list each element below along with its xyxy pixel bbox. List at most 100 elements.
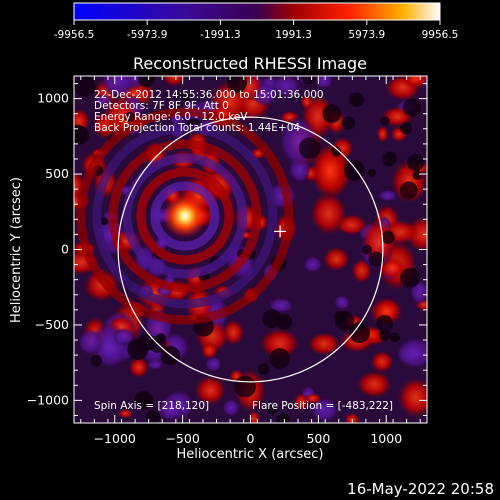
x-tick-label: 0 xyxy=(247,431,255,446)
texture-gap xyxy=(362,244,372,255)
source-ring xyxy=(150,181,220,251)
colorbar-tick-label: -1991.3 xyxy=(200,29,241,41)
texture-blob xyxy=(333,294,350,311)
y-axis-label: Heliocentric Y (arcsec) xyxy=(9,177,24,323)
x-tick-label: −1000 xyxy=(94,431,136,446)
texture-blob xyxy=(395,337,427,370)
y-tick-label: 1000 xyxy=(37,91,69,106)
flare-source xyxy=(162,194,207,239)
texture-blob xyxy=(397,377,427,418)
texture-blob xyxy=(310,192,347,235)
texture-gap xyxy=(378,329,391,341)
texture-gap xyxy=(367,168,377,178)
texture-blob xyxy=(100,76,135,98)
colorbar-ticks: -9956.5 -5973.9 -1991.3 1991.3 5973.9 9956.5 xyxy=(54,20,459,41)
texture-blob xyxy=(293,392,309,412)
texture-blob xyxy=(304,393,322,404)
texture-gap xyxy=(380,116,390,126)
texture-gap xyxy=(349,322,371,344)
texture-gap xyxy=(412,170,423,180)
texture-gap xyxy=(322,104,342,124)
texture-gap xyxy=(341,116,356,130)
texture-gap xyxy=(407,153,425,171)
texture-blob xyxy=(247,410,261,423)
texture-gap xyxy=(269,348,291,369)
info-line-2: Detectors: 7F 8F 9F, Att 0 xyxy=(94,100,229,112)
colorbar xyxy=(73,2,441,21)
texture-blob xyxy=(205,356,223,373)
texture-blob xyxy=(376,125,389,143)
texture-blob xyxy=(222,398,240,417)
texture-blob xyxy=(112,328,135,346)
texture-blob xyxy=(361,218,397,266)
colorbar-tick-label: 5973.9 xyxy=(348,29,385,41)
texture-gap xyxy=(400,267,420,288)
texture-gap xyxy=(331,146,342,157)
texture-blob xyxy=(307,332,341,356)
y-tick-label: −1000 xyxy=(27,392,69,407)
texture-gap xyxy=(262,309,282,329)
texture-gap xyxy=(234,375,256,398)
info-line-3: Energy Range: 6.0 - 12.0 keV xyxy=(94,111,248,123)
texture-blob xyxy=(356,370,392,399)
texture-gap xyxy=(90,354,103,367)
texture-blob xyxy=(300,94,313,110)
info-line-1: 22-Dec-2012 14:55:36.000 to 15:01:36.000 xyxy=(94,89,324,101)
texture-gap xyxy=(381,230,395,244)
texture-gap xyxy=(368,251,384,267)
texture-blob xyxy=(344,412,360,423)
info-line-4: Back Projection Total counts: 1.44E+04 xyxy=(94,122,300,134)
texture-blob xyxy=(157,397,183,422)
texture-gap xyxy=(74,76,96,98)
texture-blob xyxy=(271,76,301,98)
texture-gap xyxy=(376,315,394,332)
texture-gap xyxy=(389,332,400,343)
texture-blob xyxy=(161,76,187,87)
colorbar-tick-label: 1991.3 xyxy=(275,29,312,41)
texture-blob xyxy=(303,256,323,273)
chart-title: Reconstructed RHESSI Image xyxy=(133,54,367,73)
x-axis: −1000 −500 0 500 1000 xyxy=(80,76,421,446)
image-area xyxy=(74,76,427,423)
source-ring xyxy=(136,167,234,265)
x-tick-label: −500 xyxy=(165,431,199,446)
colorbar-tick-label: -5973.9 xyxy=(127,29,168,41)
texture-blob xyxy=(378,189,398,202)
texture-gap xyxy=(399,181,418,200)
spin-axis-label: Spin Axis = [218,120] xyxy=(94,400,209,412)
texture-gap xyxy=(137,76,156,88)
flare-position-label: Flare Position = [-483,222] xyxy=(252,400,393,412)
texture-blob xyxy=(77,328,104,356)
texture-gap xyxy=(276,413,291,423)
texture-gap xyxy=(145,410,161,423)
texture-blob xyxy=(268,297,294,314)
y-tick-label: −500 xyxy=(35,317,69,332)
texture-gap xyxy=(381,151,397,167)
texture-blob xyxy=(322,246,350,272)
texture-blob xyxy=(314,76,334,89)
source-ring xyxy=(108,139,262,293)
source-ring xyxy=(122,153,248,279)
texture-gap xyxy=(301,76,317,85)
texture-blob xyxy=(403,76,427,89)
source-ring xyxy=(76,107,294,325)
y-tick-label: 500 xyxy=(45,166,69,181)
texture-blob xyxy=(260,328,300,359)
texture-gap xyxy=(227,76,248,93)
texture-gap xyxy=(267,405,277,415)
texture-gap xyxy=(124,111,136,123)
texture-blob xyxy=(309,397,339,423)
spin-axis-marker xyxy=(274,225,287,238)
texture-blob xyxy=(128,356,149,378)
colorbar-tick-label: -9956.5 xyxy=(54,29,95,41)
y-tick-label: 0 xyxy=(61,242,69,257)
x-tick-label: 500 xyxy=(306,431,330,446)
solar-limb xyxy=(117,116,384,383)
footer-date: 16-May-2022 20:58 xyxy=(347,480,494,498)
y-axis: 1000 500 0 −500 −1000 xyxy=(27,83,427,416)
colorbar-tick-label: 9956.5 xyxy=(422,29,459,41)
texture-blob xyxy=(194,375,227,405)
texture-gap xyxy=(298,137,321,159)
texture-blob xyxy=(370,350,394,373)
texture-gap xyxy=(179,91,191,103)
